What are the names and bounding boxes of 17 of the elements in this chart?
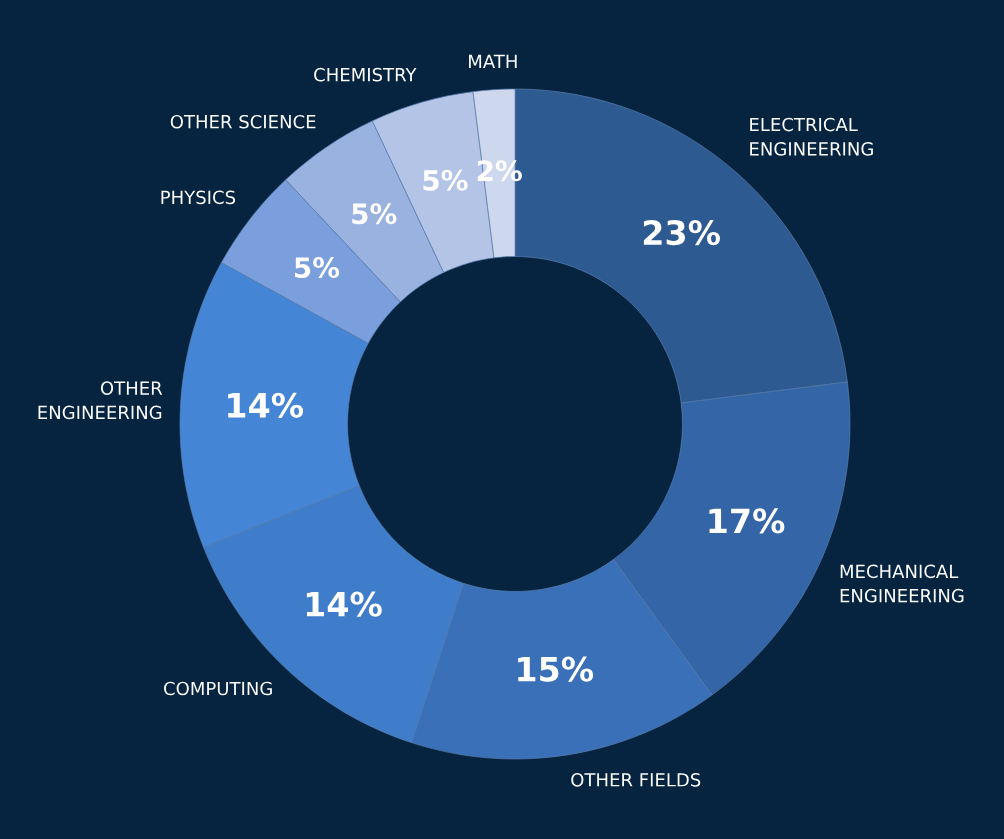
slice-label: OTHER SCIENCE — [170, 114, 316, 129]
slice-label: MATH — [469, 54, 517, 68]
slice-label: MECHANICAL ENGINEERING — [840, 564, 964, 603]
slice-label: PHYSICS — [161, 190, 236, 205]
slice-label: ELECTRICAL ENGINEERING — [750, 117, 873, 156]
data-label: 14% — [306, 591, 382, 617]
data-label: 23% — [643, 219, 720, 246]
data-label: 17% — [709, 508, 785, 534]
data-label: 5% — [352, 203, 397, 225]
slice-label: CHEMISTRY — [314, 67, 417, 82]
slice-label: OTHER FIELDS — [571, 772, 701, 787]
data-label: 5% — [423, 169, 468, 191]
data-label: 15% — [518, 656, 594, 682]
slice-label: COMPUTING — [164, 681, 272, 696]
data-label: 14% — [228, 392, 304, 418]
data-label: 5% — [295, 257, 340, 279]
slice-label: OTHER ENGINEERING — [38, 381, 163, 420]
